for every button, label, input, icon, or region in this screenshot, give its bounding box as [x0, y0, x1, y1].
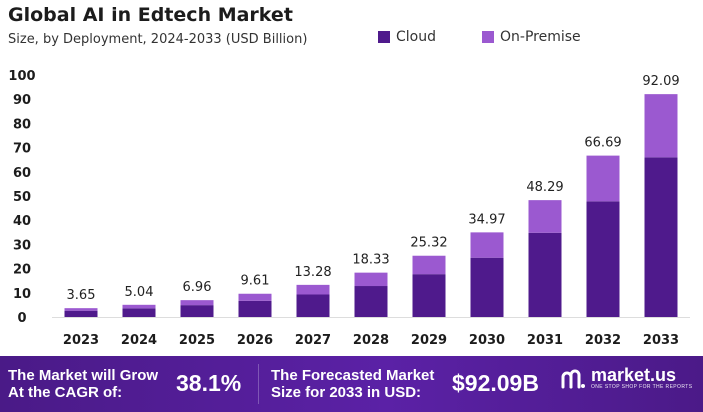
total-label-2023: 3.65 — [67, 288, 96, 303]
bar-cloud-2031 — [528, 232, 562, 317]
cagr-label-line1: The Market will Grow — [8, 367, 159, 384]
bar-on-premise-2024 — [122, 304, 156, 309]
bar-cloud-2029 — [412, 274, 446, 317]
y-tick-label: 0 — [17, 311, 26, 326]
bar-on-premise-2032 — [586, 155, 620, 202]
legend-cloud-label: Cloud — [396, 29, 436, 45]
forecast-label: The Forecasted Market Size for 2033 in U… — [271, 367, 434, 401]
total-label-2026: 9.61 — [241, 274, 270, 289]
total-label-2032: 66.69 — [584, 136, 621, 151]
brand-logo: market.us ONE STOP SHOP FOR THE REPORTS — [560, 366, 692, 391]
y-tick-label: 90 — [13, 93, 31, 108]
legend-on-premise: On-Premise — [482, 29, 581, 45]
bar-on-premise-2027 — [296, 284, 330, 295]
x-tick-label-2030: 2030 — [469, 333, 505, 348]
total-label-2030: 34.97 — [468, 212, 505, 227]
y-tick-label: 20 — [13, 263, 31, 278]
market-us-logo-icon — [561, 369, 585, 388]
y-tick-label: 40 — [13, 214, 31, 229]
bar-cloud-2024 — [122, 308, 156, 317]
bar-chart: 01020304050607080901003.6520235.0420246.… — [8, 69, 690, 348]
x-tick-label-2032: 2032 — [585, 333, 621, 348]
legend-cloud: Cloud — [378, 29, 436, 45]
x-tick-label-2024: 2024 — [121, 333, 157, 348]
bar-cloud-2033 — [644, 157, 678, 317]
y-tick-label: 60 — [13, 166, 31, 181]
bar-cloud-2023 — [64, 310, 98, 317]
bar-on-premise-2029 — [412, 255, 446, 275]
x-tick-label-2027: 2027 — [295, 333, 331, 348]
bar-on-premise-2028 — [354, 272, 388, 287]
legend-on-premise-swatch — [482, 31, 494, 43]
total-label-2029: 25.32 — [410, 236, 447, 251]
x-tick-label-2026: 2026 — [237, 333, 273, 348]
bar-on-premise-2031 — [528, 200, 562, 233]
forecast-label-line2: Size for 2033 in USD: — [271, 384, 422, 401]
total-label-2033: 92.09 — [642, 74, 679, 89]
bar-on-premise-2026 — [238, 293, 272, 301]
cagr-label: The Market will Grow At the CAGR of: — [8, 367, 158, 401]
x-tick-label-2023: 2023 — [63, 333, 99, 348]
y-tick-label: 70 — [13, 142, 31, 157]
bar-on-premise-2030 — [470, 232, 504, 258]
y-tick-label: 50 — [13, 190, 31, 205]
bar-cloud-2027 — [296, 294, 330, 317]
total-label-2031: 48.29 — [526, 180, 563, 195]
total-label-2027: 13.28 — [294, 265, 331, 280]
bar-cloud-2030 — [470, 257, 504, 317]
x-tick-label-2025: 2025 — [179, 333, 215, 348]
legend-on-premise-label: On-Premise — [500, 29, 581, 45]
cagr-value: 38.1% — [176, 370, 242, 396]
x-tick-label-2033: 2033 — [643, 333, 679, 348]
x-tick-label-2028: 2028 — [353, 333, 389, 348]
forecast-value: $92.09B — [452, 370, 539, 396]
brand-tagline: ONE STOP SHOP FOR THE REPORTS — [591, 384, 693, 390]
total-label-2024: 5.04 — [125, 285, 154, 300]
y-tick-label: 30 — [13, 238, 31, 253]
footer-banner: The Market will Grow At the CAGR of: 38.… — [0, 356, 703, 412]
bar-cloud-2028 — [354, 286, 388, 317]
bar-on-premise-2023 — [64, 308, 98, 311]
x-tick-label-2029: 2029 — [411, 333, 447, 348]
legend-cloud-swatch — [378, 31, 390, 43]
y-tick-label: 80 — [13, 117, 31, 132]
y-tick-label: 100 — [8, 69, 35, 84]
total-label-2028: 18.33 — [352, 253, 389, 268]
y-tick-label: 10 — [13, 287, 31, 302]
chart-subtitle: Size, by Deployment, 2024-2033 (USD Bill… — [8, 32, 308, 47]
bar-cloud-2026 — [238, 300, 272, 317]
bar-on-premise-2033 — [644, 94, 678, 158]
footer-divider — [258, 364, 259, 404]
brand-name: market.us — [591, 365, 677, 385]
total-label-2025: 6.96 — [183, 280, 212, 295]
forecast-label-line1: The Forecasted Market — [271, 367, 435, 384]
x-tick-label-2031: 2031 — [527, 333, 563, 348]
bar-on-premise-2025 — [180, 300, 214, 306]
chart-title: Global AI in Edtech Market — [8, 4, 293, 26]
bar-cloud-2025 — [180, 305, 214, 317]
cagr-label-line2: At the CAGR of: — [8, 384, 123, 401]
bar-cloud-2032 — [586, 201, 620, 317]
